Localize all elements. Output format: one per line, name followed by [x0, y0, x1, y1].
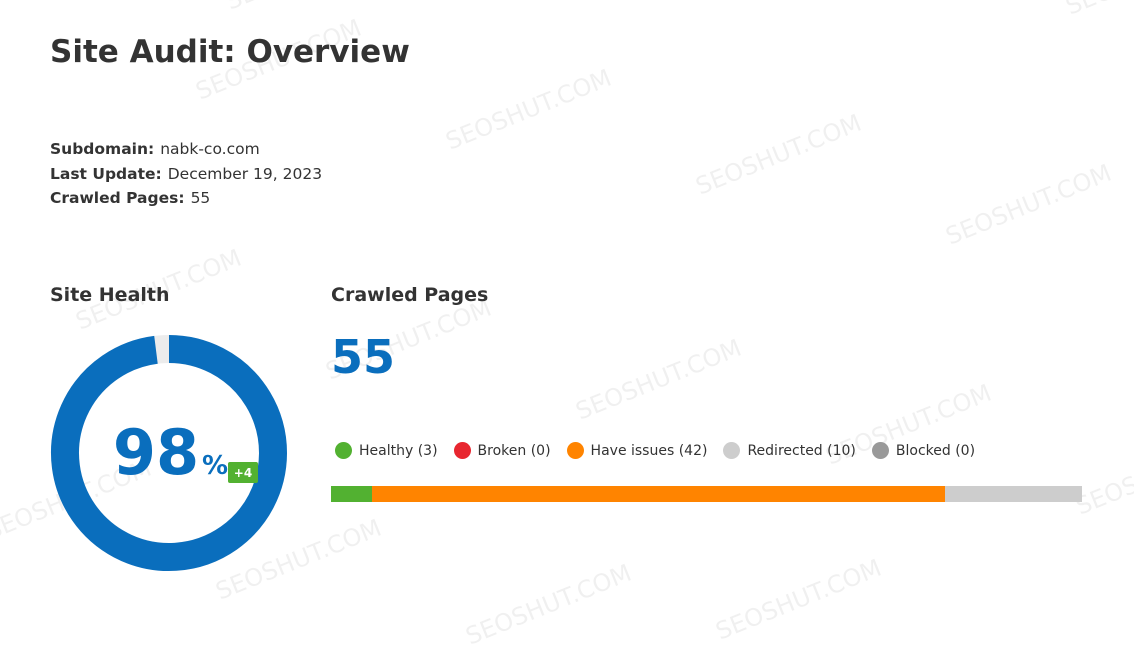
legend-dot: [335, 442, 352, 459]
legend-dot: [566, 442, 584, 459]
bar-segment: [331, 486, 372, 502]
watermark: SEOSHUT.COM: [692, 109, 866, 201]
change-badge: [228, 462, 258, 483]
info-label: Last Update:: [50, 164, 162, 183]
watermark: SEOSHUT.COM: [462, 559, 636, 649]
legend-dot: [453, 442, 471, 459]
section-title: Site Health: [50, 284, 170, 306]
legend-label: Redirected (10): [747, 442, 856, 459]
info-label: Subdomain:: [50, 140, 155, 158]
info-value: 55: [190, 189, 211, 207]
crawled-total: 55: [331, 330, 396, 384]
watermark: SEOSHUT.COM: [222, 0, 396, 16]
watermark: SEOSHUT.COM: [712, 554, 886, 646]
legend-dot: [723, 442, 741, 459]
legend-item: Have issues (42): [566, 442, 708, 459]
legend: Healthy (3) Broken (0) Have issues (42) Red…: [335, 442, 975, 459]
info-row: Subdomain: nabk-co.com: [50, 137, 322, 162]
legend-item: Healthy (3): [335, 442, 438, 459]
health-donut: 98 % +4: [51, 335, 287, 571]
legend-label: Have issues (42): [590, 442, 708, 459]
info-row: Last Update: December 19, 2023: [50, 162, 322, 187]
legend-item: Broken (0): [453, 442, 551, 459]
watermark: SEOSHUT.COM: [1062, 0, 1134, 21]
section-title: Crawled Pages: [331, 284, 489, 306]
bar-segment: [371, 486, 946, 502]
donut-arc: [51, 335, 287, 571]
info-label: Crawled Pages:: [50, 189, 185, 207]
info-row: Crawled Pages: 55: [50, 186, 322, 211]
watermark: SEOSHUT.COM: [572, 334, 746, 426]
info-block: Subdomain: nabk-co.com Last Update: Decemb…: [50, 137, 322, 211]
page-title: Site Audit: Overview: [50, 34, 410, 70]
watermark: SEOSHUT.COM: [1072, 429, 1134, 521]
info-value: nabk-co.com: [160, 140, 260, 158]
legend-label: Broken (0): [477, 442, 551, 459]
bar-segment: [945, 486, 1082, 502]
health-change: +4: [234, 466, 252, 480]
legend-item: Redirected (10): [723, 442, 856, 459]
watermark: SEOSHUT.COM: [442, 64, 616, 156]
stacked-bar: [331, 486, 1082, 502]
health-unit: %: [202, 451, 228, 481]
legend-label: Blocked (0): [895, 442, 976, 459]
legend-item: Blocked (0): [871, 442, 976, 459]
health-value: 98: [113, 416, 199, 489]
legend-label: Healthy (3): [359, 442, 438, 459]
info-value: December 19, 2023: [167, 164, 323, 183]
watermark: SEOSHUT.COM: [942, 159, 1116, 251]
legend-dot: [871, 442, 889, 459]
